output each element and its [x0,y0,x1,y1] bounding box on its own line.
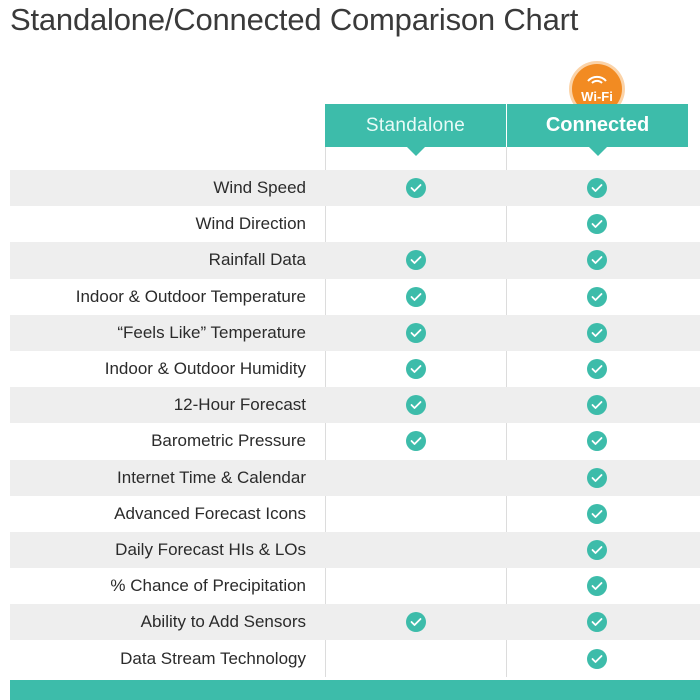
check-circle-icon [587,612,607,633]
feature-label: Data Stream Technology [120,648,306,668]
wifi-icon [587,75,607,84]
connected-check-cell [587,612,607,633]
feature-label: Ability to Add Sensors [140,612,306,632]
feature-label: Barometric Pressure [151,431,306,451]
connected-check-cell [587,214,607,235]
connected-check-cell [587,250,607,271]
table-row: Rainfall Data [10,242,700,279]
check-circle-icon [406,286,426,307]
check-circle-icon [587,214,607,235]
table-row: Daily Forecast HIs & LOs [10,531,700,569]
table-row: Wind Direction [10,206,700,242]
feature-label: Daily Forecast HIs & LOs [115,539,306,559]
feature-label: Indoor & Outdoor Humidity [104,359,306,379]
standalone-check-cell [406,612,426,633]
check-circle-icon [587,322,607,343]
connected-check-cell [587,467,607,488]
wifi-badge-text: Wi-Fi [581,89,613,104]
table-row: Ability to Add Sensors [10,604,700,641]
check-circle-icon [587,178,607,199]
table-row: Data Stream Technology [10,640,700,676]
connected-check-cell [587,503,607,524]
table-row: Indoor & Outdoor Humidity [10,351,700,387]
check-circle-icon [587,576,607,597]
table-row: % Chance of Precipitation [10,568,700,604]
check-circle-icon [587,395,607,416]
standalone-check-cell [406,395,426,416]
check-circle-icon [587,359,607,380]
connected-check-cell [587,576,607,597]
table-row: Barometric Pressure [10,423,700,459]
feature-label: Rainfall Data [208,250,306,270]
check-circle-icon [406,395,426,416]
column-header-standalone: Standalone [325,104,506,147]
standalone-check-cell [406,250,426,271]
check-circle-icon [587,431,607,452]
feature-label: Wind Direction [195,214,306,234]
check-circle-icon [406,250,426,271]
check-circle-icon [587,648,607,669]
check-circle-icon [587,250,607,271]
check-circle-icon [406,431,426,452]
page-title: Standalone/Connected Comparison Chart [10,2,579,37]
feature-label: Indoor & Outdoor Temperature [75,286,306,306]
check-circle-icon [587,467,607,488]
feature-label: “Feels Like” Temperature [117,322,306,342]
standalone-check-cell [406,359,426,380]
check-circle-icon [406,178,426,199]
standalone-check-cell [406,178,426,199]
footer-bar [10,680,700,700]
connected-check-cell [587,395,607,416]
check-circle-icon [406,359,426,380]
check-circle-icon [406,322,426,343]
connected-check-cell [587,178,607,199]
check-circle-icon [406,612,426,633]
check-circle-icon [587,539,607,560]
standalone-check-cell [406,286,426,307]
check-circle-icon [587,503,607,524]
table-row: 12-Hour Forecast [10,387,700,424]
connected-check-cell [587,431,607,452]
table-row: Internet Time & Calendar [10,459,700,496]
connected-check-cell [587,286,607,307]
comparison-table: Wind Speed Wind Direction Rainfall Data Ind… [10,170,700,677]
connected-check-cell [587,539,607,560]
table-row: Advanced Forecast Icons [10,496,700,532]
check-circle-icon [587,286,607,307]
feature-label: Wind Speed [213,178,306,198]
connected-check-cell [587,359,607,380]
feature-label: Internet Time & Calendar [117,467,306,487]
feature-label: 12-Hour Forecast [173,395,306,415]
standalone-check-cell [406,431,426,452]
connected-check-cell [587,648,607,669]
table-row: “Feels Like” Temperature [10,314,700,351]
feature-label: % Chance of Precipitation [110,576,306,596]
column-header-connected: Connected [507,104,688,147]
connected-check-cell [587,322,607,343]
table-row: Indoor & Outdoor Temperature [10,279,700,315]
table-row: Wind Speed [10,170,700,207]
feature-label: Advanced Forecast Icons [114,503,306,523]
standalone-check-cell [406,322,426,343]
